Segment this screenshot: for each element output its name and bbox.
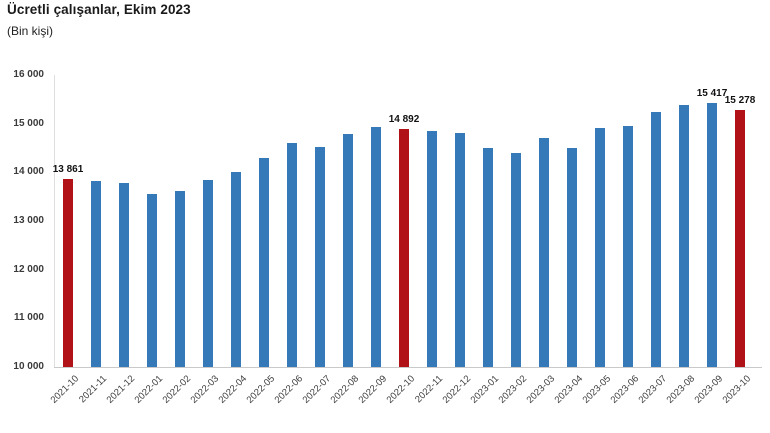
y-axis-tick-label: 16 000 xyxy=(13,69,44,80)
bar xyxy=(315,146,325,367)
x-axis-tick-label: 2023-10 xyxy=(720,373,754,406)
bar-value-label: 15 278 xyxy=(724,95,756,107)
y-axis-tick-label: 12 000 xyxy=(13,263,44,275)
bar xyxy=(287,142,297,367)
bar xyxy=(679,105,689,367)
bar xyxy=(651,112,661,367)
bar xyxy=(483,148,493,367)
y-axis-line xyxy=(54,75,55,368)
bar xyxy=(539,137,549,367)
y-axis-tick-label: 14 000 xyxy=(13,166,44,178)
y-axis-tick-label: 15 000 xyxy=(13,117,44,129)
bar xyxy=(595,128,605,367)
bar xyxy=(203,179,213,367)
highlight-bar xyxy=(399,128,409,367)
highlight-bar xyxy=(735,110,745,367)
bar xyxy=(91,180,101,367)
bar xyxy=(427,131,437,367)
bar xyxy=(231,172,241,367)
bar xyxy=(119,183,129,367)
bar xyxy=(511,152,521,367)
bar xyxy=(147,193,157,367)
y-axis-tick-label: 11 000 xyxy=(13,312,44,324)
bar xyxy=(371,127,381,367)
chart-title: Ücretli çalışanlar, Ekim 2023 xyxy=(7,2,191,17)
y-axis-tick-label: 13 000 xyxy=(13,215,44,226)
bar xyxy=(567,148,577,367)
bar xyxy=(455,132,465,367)
chart-subtitle: (Bin kişi) xyxy=(7,24,54,38)
highlight-bar xyxy=(63,179,73,367)
bar-value-label: 15 417 xyxy=(696,88,728,100)
bar xyxy=(259,157,269,367)
bar-value-label: 14 892 xyxy=(388,113,420,125)
bar xyxy=(175,191,185,367)
y-axis-tick-label: 10 000 xyxy=(13,361,44,372)
bar xyxy=(623,125,633,367)
bar xyxy=(707,103,717,367)
bar xyxy=(343,133,353,367)
x-axis-line xyxy=(54,367,762,368)
bar-value-label: 13 861 xyxy=(52,164,84,176)
